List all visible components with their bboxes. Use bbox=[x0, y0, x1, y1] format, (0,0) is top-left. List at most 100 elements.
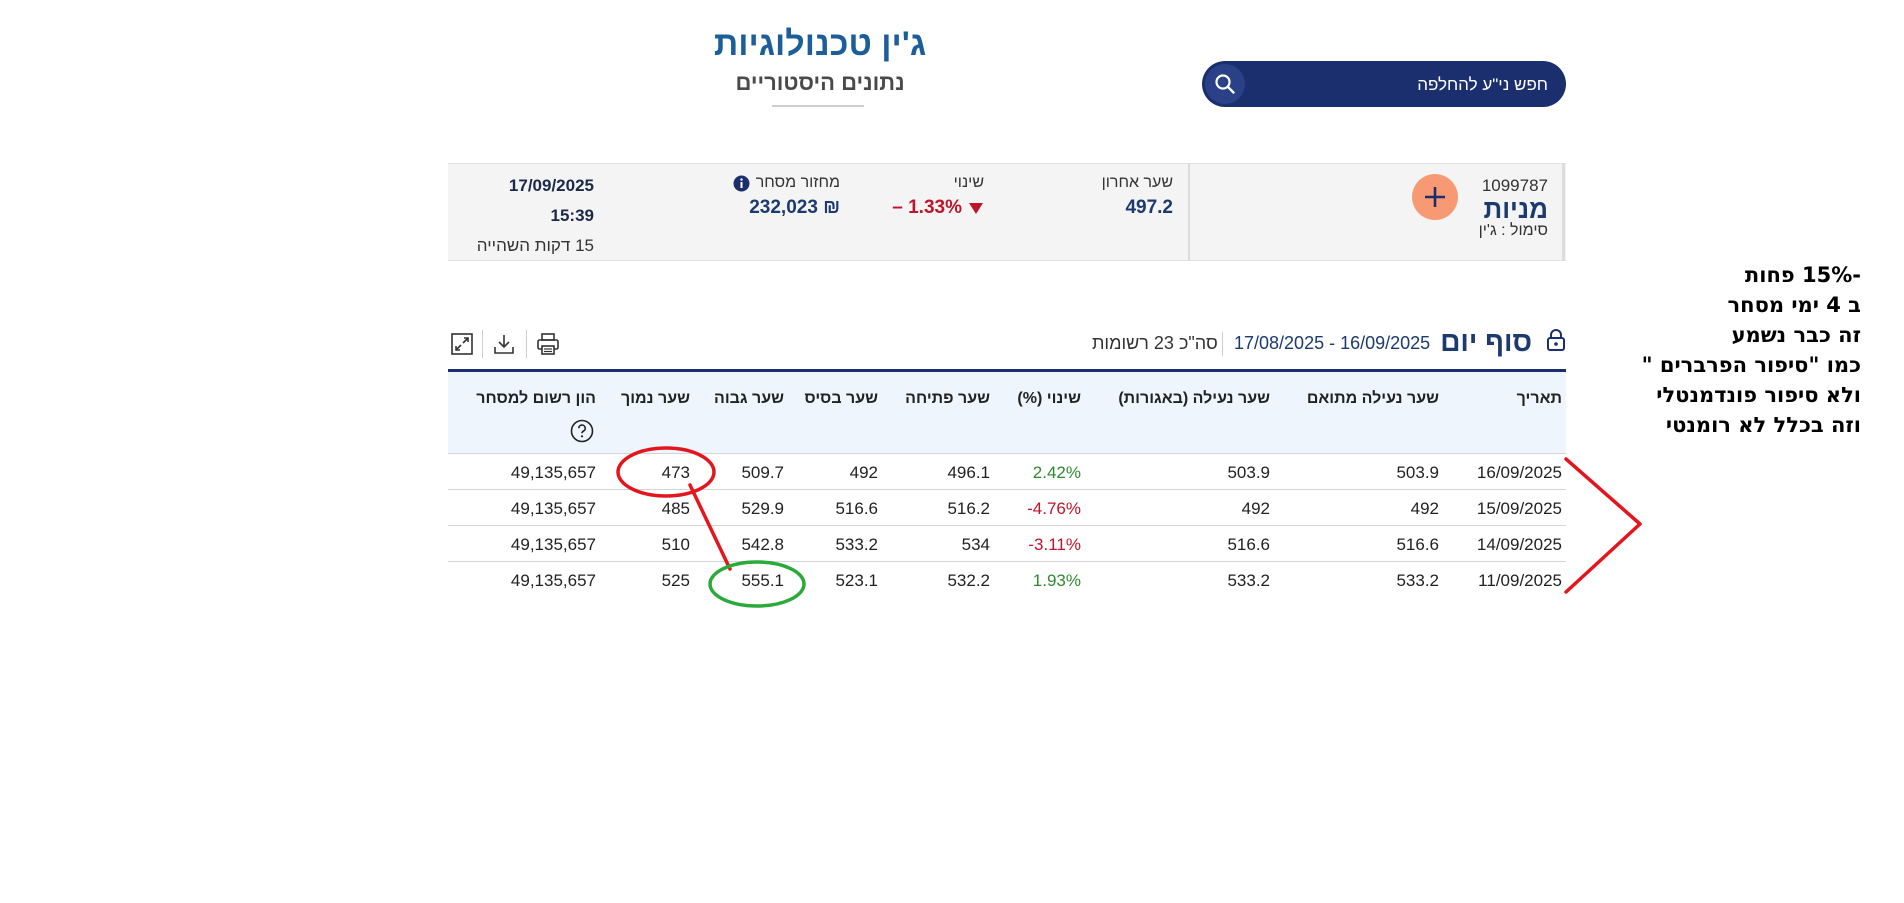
row-divider bbox=[448, 525, 1566, 526]
expand-button[interactable] bbox=[448, 330, 476, 358]
cell-adj-close: 492 bbox=[1410, 499, 1439, 518]
search-button[interactable] bbox=[1205, 64, 1245, 104]
turnover-label: מחזור מסחר bbox=[755, 174, 840, 191]
cell-adj-close: 503.9 bbox=[1396, 463, 1439, 482]
cell-change: 2.42% bbox=[1032, 463, 1081, 482]
add-to-watchlist-button[interactable] bbox=[1412, 174, 1458, 220]
header-divider bbox=[1222, 332, 1223, 356]
cell-market-cap: 49,135,657 bbox=[510, 463, 596, 482]
col-header-close[interactable]: שער נעילה (באגורות) bbox=[1118, 390, 1270, 407]
lock-icon bbox=[1547, 329, 1565, 351]
cell-change: -4.76% bbox=[1027, 499, 1081, 518]
cell-low: 473 bbox=[661, 463, 690, 482]
info-divider bbox=[1188, 163, 1190, 261]
quote-date: 17/09/2025 bbox=[508, 176, 594, 195]
cell-base: 523.1 bbox=[835, 571, 878, 590]
cell-date: 11/09/2025 bbox=[1478, 571, 1562, 590]
quote-time: 15:39 bbox=[550, 206, 594, 225]
green-annotation-circle bbox=[708, 560, 806, 608]
red-annotation-line bbox=[688, 483, 732, 571]
triangle-down-icon bbox=[969, 203, 983, 214]
cell-low: 485 bbox=[661, 499, 690, 518]
col-header-adj-close[interactable]: שער נעילה מתואם bbox=[1306, 390, 1439, 407]
download-icon bbox=[494, 335, 514, 354]
red-annotation-circle bbox=[616, 446, 716, 498]
table-top-border bbox=[448, 369, 1566, 372]
plus-icon bbox=[1425, 187, 1445, 207]
search-icon bbox=[1215, 74, 1235, 94]
security-search-bar bbox=[1202, 61, 1566, 109]
col-header-change[interactable]: שינוי (%) bbox=[1017, 390, 1081, 407]
turnover-label-group: מחזור מסחר bbox=[733, 174, 840, 192]
cell-close: 503.9 bbox=[1227, 463, 1270, 482]
annotation-line: -15% פחות bbox=[1744, 263, 1861, 287]
annotation-line: ב 4 ימי מסחר bbox=[1727, 293, 1861, 317]
annotation-line: זה כבר נשמע bbox=[1731, 323, 1861, 347]
security-id: 1099787 bbox=[1481, 176, 1548, 195]
page-subtitle: נתונים היסטוריים bbox=[735, 70, 905, 95]
search-input[interactable] bbox=[1256, 61, 1550, 109]
cell-base: 533.2 bbox=[835, 535, 878, 554]
red-annotation-bracket bbox=[1564, 457, 1642, 594]
cell-base: 516.6 bbox=[835, 499, 878, 518]
info-edge bbox=[1562, 163, 1565, 261]
cell-adj-close: 516.6 bbox=[1396, 535, 1439, 554]
col-header-market-cap[interactable]: הון רשום למסחר bbox=[476, 390, 596, 407]
turnover-value: 232,023 ₪ bbox=[749, 197, 840, 218]
cell-date: 15/09/2025 bbox=[1476, 499, 1562, 518]
cell-high: 555.1 bbox=[741, 571, 784, 590]
cell-close: 516.6 bbox=[1227, 535, 1270, 554]
cell-high: 542.8 bbox=[741, 535, 784, 554]
cell-low: 525 bbox=[661, 571, 690, 590]
expand-icon bbox=[451, 333, 473, 355]
security-info-strip bbox=[448, 163, 1566, 261]
col-header-open[interactable]: שער פתיחה bbox=[905, 390, 990, 407]
change-label: שינוי bbox=[953, 174, 984, 191]
annotation-line: כמו "סיפור הפרברים " bbox=[1641, 353, 1861, 377]
toolbar-divider bbox=[482, 330, 483, 358]
cell-open: 496.1 bbox=[947, 463, 990, 482]
print-button[interactable] bbox=[534, 330, 562, 358]
records-count: סה"כ 23 רשומות bbox=[1092, 333, 1218, 353]
printer-icon bbox=[537, 333, 559, 355]
cell-high: 509.7 bbox=[741, 463, 784, 482]
cell-high: 529.9 bbox=[741, 499, 784, 518]
change-display: – 1.33% bbox=[892, 197, 984, 219]
cell-date: 14/09/2025 bbox=[1476, 535, 1562, 554]
cell-market-cap: 49,135,657 bbox=[510, 499, 596, 518]
row-divider bbox=[448, 489, 1566, 490]
col-header-low[interactable]: שער נמוך bbox=[621, 390, 690, 407]
delay-note: 15 דקות השהייה bbox=[476, 236, 594, 255]
annotation-line: ולא סיפור פונדמנטלי bbox=[1656, 383, 1861, 407]
cell-open: 534 bbox=[961, 535, 990, 554]
last-price-value: 497.2 bbox=[1125, 197, 1173, 218]
cell-change: -3.11% bbox=[1028, 535, 1081, 554]
cell-market-cap: 49,135,657 bbox=[510, 571, 596, 590]
last-price-label: שער אחרון bbox=[1101, 174, 1173, 191]
section-title: סוף יום bbox=[1440, 326, 1532, 357]
toolbar-divider bbox=[526, 330, 527, 358]
info-icon[interactable] bbox=[733, 175, 750, 192]
cell-adj-close: 533.2 bbox=[1396, 571, 1439, 590]
security-type: מניות bbox=[1483, 194, 1548, 224]
page-title: ג'ין טכנולוגיות bbox=[713, 25, 927, 63]
table-header bbox=[448, 372, 1566, 453]
row-divider bbox=[448, 561, 1566, 562]
annotation-line: וזה בכלל לא רומנטי bbox=[1665, 413, 1861, 437]
col-header-base[interactable]: שער בסיס bbox=[804, 390, 878, 407]
download-button[interactable] bbox=[490, 330, 518, 358]
annotation-text: -15% פחות ב 4 ימי מסחר זה כבר נשמע כמו "… bbox=[1521, 260, 1861, 440]
cell-market-cap: 49,135,657 bbox=[510, 535, 596, 554]
subtitle-underline bbox=[772, 105, 864, 107]
row-divider bbox=[448, 453, 1566, 454]
cell-low: 510 bbox=[661, 535, 690, 554]
col-header-date[interactable]: תאריך bbox=[1516, 390, 1562, 407]
date-range[interactable]: 17/08/2025 - 16/09/2025 bbox=[1234, 333, 1431, 353]
col-header-high[interactable]: שער גבוה bbox=[714, 390, 784, 407]
cell-open: 516.2 bbox=[947, 499, 990, 518]
cell-date: 16/09/2025 bbox=[1476, 463, 1562, 482]
security-symbol: סימול : ג'ין bbox=[1478, 222, 1548, 239]
cell-close: 533.2 bbox=[1227, 571, 1270, 590]
help-icon[interactable] bbox=[570, 419, 594, 443]
